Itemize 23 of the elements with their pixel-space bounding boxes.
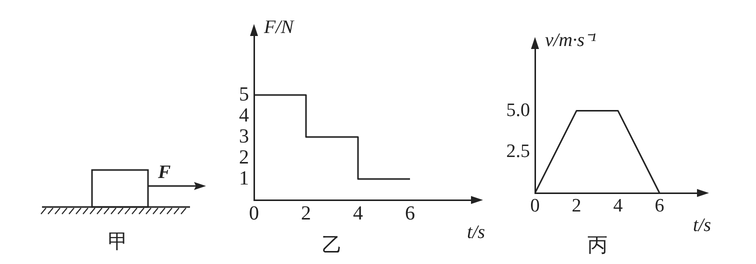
y-axis-title: F/N: [263, 17, 295, 38]
x-tick-label: 2: [301, 202, 311, 224]
x-tick-label: 6: [405, 202, 415, 224]
text: 丙: [587, 234, 608, 256]
y-tick-label: 2.5: [506, 140, 530, 162]
x-tick-label: 0: [530, 195, 540, 216]
x-axis-title: t/s: [693, 215, 711, 236]
text: 甲: [108, 230, 128, 255]
y-tick-label: 3: [239, 125, 249, 148]
x-axis-title: t/s: [467, 222, 485, 243]
x-tick-label: 4: [613, 195, 624, 216]
y-tick-label: 4: [239, 104, 249, 126]
y-tick-label: 1: [239, 167, 249, 190]
y-tick-label: 5: [239, 83, 249, 106]
y-tick-label: 2: [239, 146, 249, 168]
x-tick-label: 4: [353, 202, 363, 224]
x-tick-label: 0: [249, 202, 259, 224]
x-tick-label: 2: [572, 195, 582, 216]
x-tick-label: 6: [654, 195, 664, 216]
y-axis-title: v/m·s⁻¹: [545, 30, 597, 51]
text: 乙: [322, 234, 342, 256]
text: F: [158, 162, 171, 184]
y-tick-label: 5.0: [506, 100, 530, 121]
